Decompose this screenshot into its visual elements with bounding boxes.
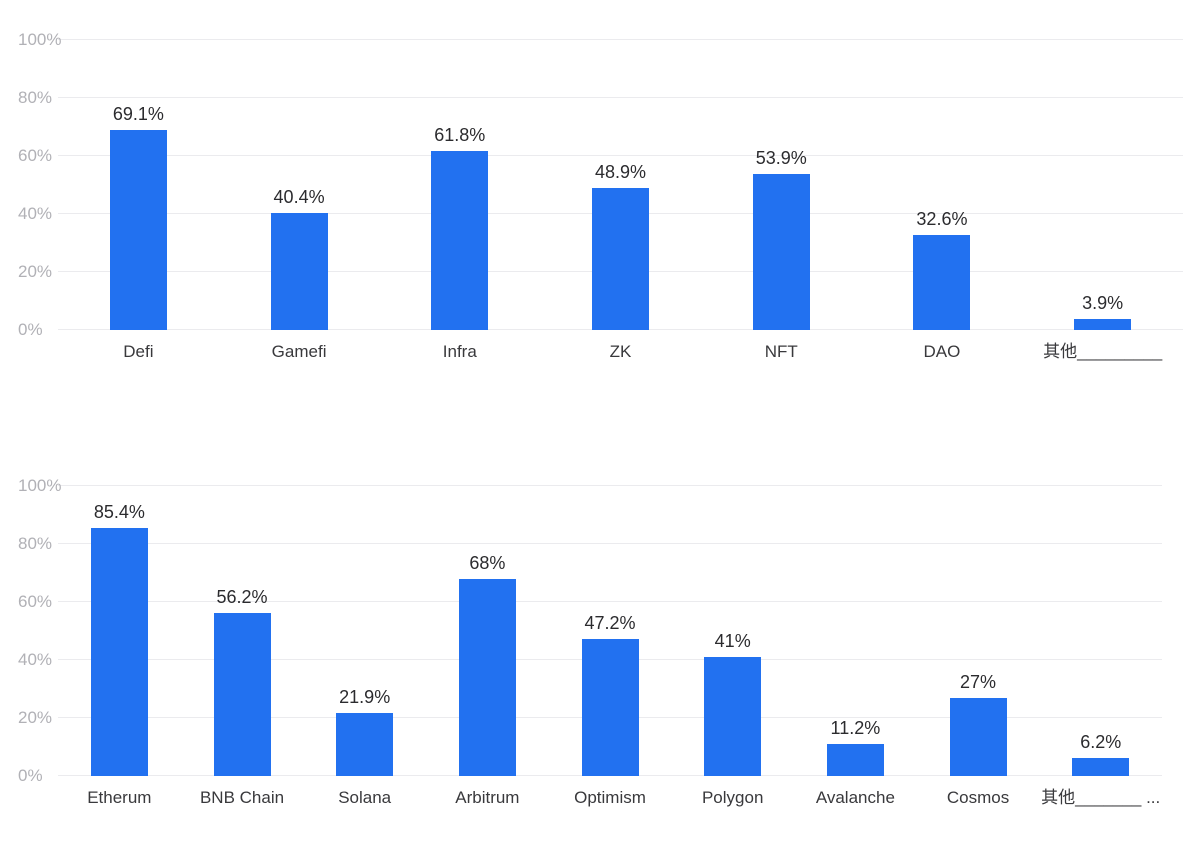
bar-value-label: 48.9% (594, 162, 647, 183)
bar-value-label: 27% (960, 671, 997, 692)
bar (1074, 318, 1132, 330)
y-axis-tick-label: 60% (18, 146, 53, 165)
x-axis-category-label: DAO (923, 342, 961, 361)
x-axis-category-label: Solana (338, 788, 392, 807)
bar-chart-ecosystem-tracks: 100% 80% 60% 40% 20% 0% 69.1% 40.4% 61.8% 48.9% 53… (0, 30, 1200, 363)
bar-value-label: 3.9% (1082, 292, 1124, 313)
bar (458, 578, 516, 776)
gridline (58, 543, 1162, 544)
plot-area: 100% 80% 60% 40% 20% 0% 69.1% 40.4% 61.8% 48.9% 53… (18, 30, 1183, 339)
x-axis-category-label: ZK (609, 342, 632, 361)
bar-value-label: 61.8% (434, 124, 486, 145)
bar-value-label: 21.9% (339, 686, 391, 707)
gridline (58, 601, 1162, 602)
plot-area: 100% 80% 60% 40% 20% 0% 85.4% 56.2% 21.9% 68% 47.2… (18, 476, 1162, 785)
bar-value-label: 6.2% (1080, 732, 1122, 753)
x-axis-category-label: Infra (442, 342, 477, 361)
y-axis-tick-label: 40% (18, 650, 53, 669)
bar-value-label: 41% (714, 631, 751, 652)
x-axis-category-label: BNB Chain (199, 788, 285, 807)
x-axis-category-label: Etherum (87, 788, 152, 807)
x-axis-category-label: Arbitrum (455, 788, 520, 807)
y-axis-tick-label: 80% (18, 534, 53, 553)
bar-slot: 41% (671, 486, 794, 776)
bar (109, 129, 167, 330)
bar-value-label: 47.2% (584, 613, 636, 634)
bar-value-label: 11.2% (830, 717, 881, 738)
bar-value-label: 68% (469, 552, 506, 573)
bar-slot: 47.2% (549, 486, 672, 776)
bar-slot: 3.9% (1022, 40, 1183, 330)
y-axis-tick-label: 0% (18, 320, 43, 339)
bar-slot: 56.2% (181, 486, 304, 776)
x-axis-category-label: 其他_________ (1043, 342, 1163, 361)
x-axis-category-label: NFT (764, 342, 798, 361)
bar (913, 235, 971, 330)
bar-slot: 61.8% (379, 40, 540, 330)
bar-slot: 85.4% (58, 486, 181, 776)
bar (581, 639, 639, 776)
y-axis-tick-label: 20% (18, 262, 53, 281)
bar-value-label: 69.1% (112, 103, 164, 124)
x-axis-labels: Defi Gamefi Infra ZK NFT DAO 其他_________ (58, 341, 1183, 363)
y-axis-tick-label: 60% (18, 592, 53, 611)
bar-slot: 40.4% (219, 40, 380, 330)
bar (752, 173, 810, 330)
bar (949, 697, 1007, 776)
y-axis-tick-label: 40% (18, 204, 53, 223)
bar (270, 212, 328, 330)
bars-layer: 85.4% 56.2% 21.9% 68% 47.2% 41% 11.2% 27% 6.2% (58, 486, 1162, 776)
gridline (58, 39, 1183, 40)
bar-slot: 21.9% (303, 486, 426, 776)
bar-value-label: 53.9% (755, 147, 807, 168)
bar-slot: 27% (917, 486, 1040, 776)
x-axis-category-label: Cosmos (946, 788, 1010, 807)
x-axis-labels: Etherum BNB Chain Solana Arbitrum Optimism Po… (58, 787, 1162, 809)
bar (826, 743, 884, 776)
bar (336, 712, 394, 776)
bar-slot: 69.1% (58, 40, 219, 330)
y-axis-tick-label: 100% (18, 30, 62, 49)
x-axis-category-label: 其他_______ ... (1041, 788, 1161, 807)
bar-slot: 68% (426, 486, 549, 776)
bar (431, 150, 489, 330)
x-axis-category-label: Optimism (574, 788, 646, 807)
bars-layer: 69.1% 40.4% 61.8% 48.9% 53.9% 32.6% 3.9% (58, 40, 1183, 330)
gridline (58, 155, 1183, 156)
bar-chart-blockchain-networks: 100% 80% 60% 40% 20% 0% 85.4% 56.2% 21.9% 68% 47.2… (0, 476, 1200, 809)
bar-value-label: 56.2% (216, 587, 268, 608)
bar-slot: 48.9% (540, 40, 701, 330)
bar-slot: 32.6% (862, 40, 1023, 330)
y-axis-tick-label: 100% (18, 476, 62, 495)
bar-slot: 53.9% (701, 40, 862, 330)
bar-value-label: 32.6% (916, 209, 968, 230)
gridline (58, 485, 1162, 486)
x-axis-category-label: Defi (123, 342, 154, 361)
y-axis-tick-label: 0% (18, 766, 43, 785)
y-axis-tick-label: 20% (18, 708, 53, 727)
bar (592, 188, 650, 330)
x-axis-category-label: Gamefi (271, 342, 327, 361)
bar (1072, 758, 1130, 776)
bar-value-label: 85.4% (93, 502, 145, 523)
x-axis-category-label: Polygon (701, 788, 764, 807)
bar-slot: 11.2% (794, 486, 917, 776)
gridline (58, 97, 1183, 98)
x-axis-category-label: Avalanche (815, 788, 895, 807)
bar-slot: 6.2% (1039, 486, 1162, 776)
bar (90, 528, 148, 776)
y-axis-tick-label: 80% (18, 88, 53, 107)
bar (213, 613, 271, 776)
bar-value-label: 40.4% (273, 186, 325, 207)
bar (704, 657, 762, 776)
